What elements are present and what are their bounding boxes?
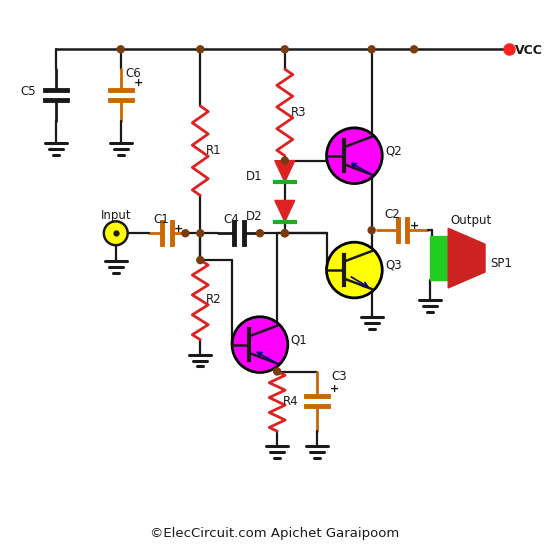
Text: C6: C6 (126, 67, 141, 80)
Circle shape (281, 230, 288, 237)
Text: VCC: VCC (514, 44, 542, 57)
Circle shape (117, 46, 124, 53)
Text: Q2: Q2 (385, 144, 402, 157)
Text: R4: R4 (283, 395, 299, 408)
Text: +: + (174, 224, 183, 234)
Text: R3: R3 (291, 107, 306, 119)
Text: ©ElecCircuit.com Apichet Garaipoom: ©ElecCircuit.com Apichet Garaipoom (150, 527, 399, 540)
Circle shape (281, 230, 288, 237)
Text: +: + (409, 221, 419, 231)
Polygon shape (275, 160, 295, 182)
Text: C5: C5 (20, 84, 36, 98)
Text: Output: Output (450, 214, 492, 227)
Text: C1: C1 (153, 213, 169, 226)
Text: +: + (134, 78, 143, 88)
Text: +: + (330, 385, 339, 395)
Text: C4: C4 (223, 213, 239, 226)
Text: Q1: Q1 (291, 333, 307, 346)
Text: R1: R1 (206, 144, 222, 157)
Circle shape (327, 242, 382, 298)
Circle shape (410, 46, 417, 53)
Circle shape (281, 46, 288, 53)
Polygon shape (275, 200, 295, 222)
Polygon shape (430, 236, 448, 280)
Text: R2: R2 (206, 294, 222, 306)
Circle shape (197, 46, 204, 53)
Circle shape (256, 230, 263, 237)
Text: C3: C3 (331, 370, 346, 383)
Text: Q3: Q3 (385, 259, 402, 271)
Circle shape (327, 128, 382, 184)
Circle shape (368, 46, 375, 53)
Polygon shape (448, 228, 485, 288)
Text: C2: C2 (384, 208, 400, 221)
Text: Input: Input (101, 209, 131, 222)
Circle shape (281, 157, 288, 164)
Circle shape (274, 368, 280, 375)
Circle shape (197, 256, 204, 264)
Circle shape (182, 230, 189, 237)
Text: D2: D2 (246, 210, 263, 223)
Text: D1: D1 (246, 170, 263, 183)
Circle shape (368, 227, 375, 234)
Text: SP1: SP1 (490, 256, 512, 270)
Circle shape (197, 230, 204, 237)
Circle shape (232, 317, 288, 372)
Circle shape (104, 221, 128, 245)
